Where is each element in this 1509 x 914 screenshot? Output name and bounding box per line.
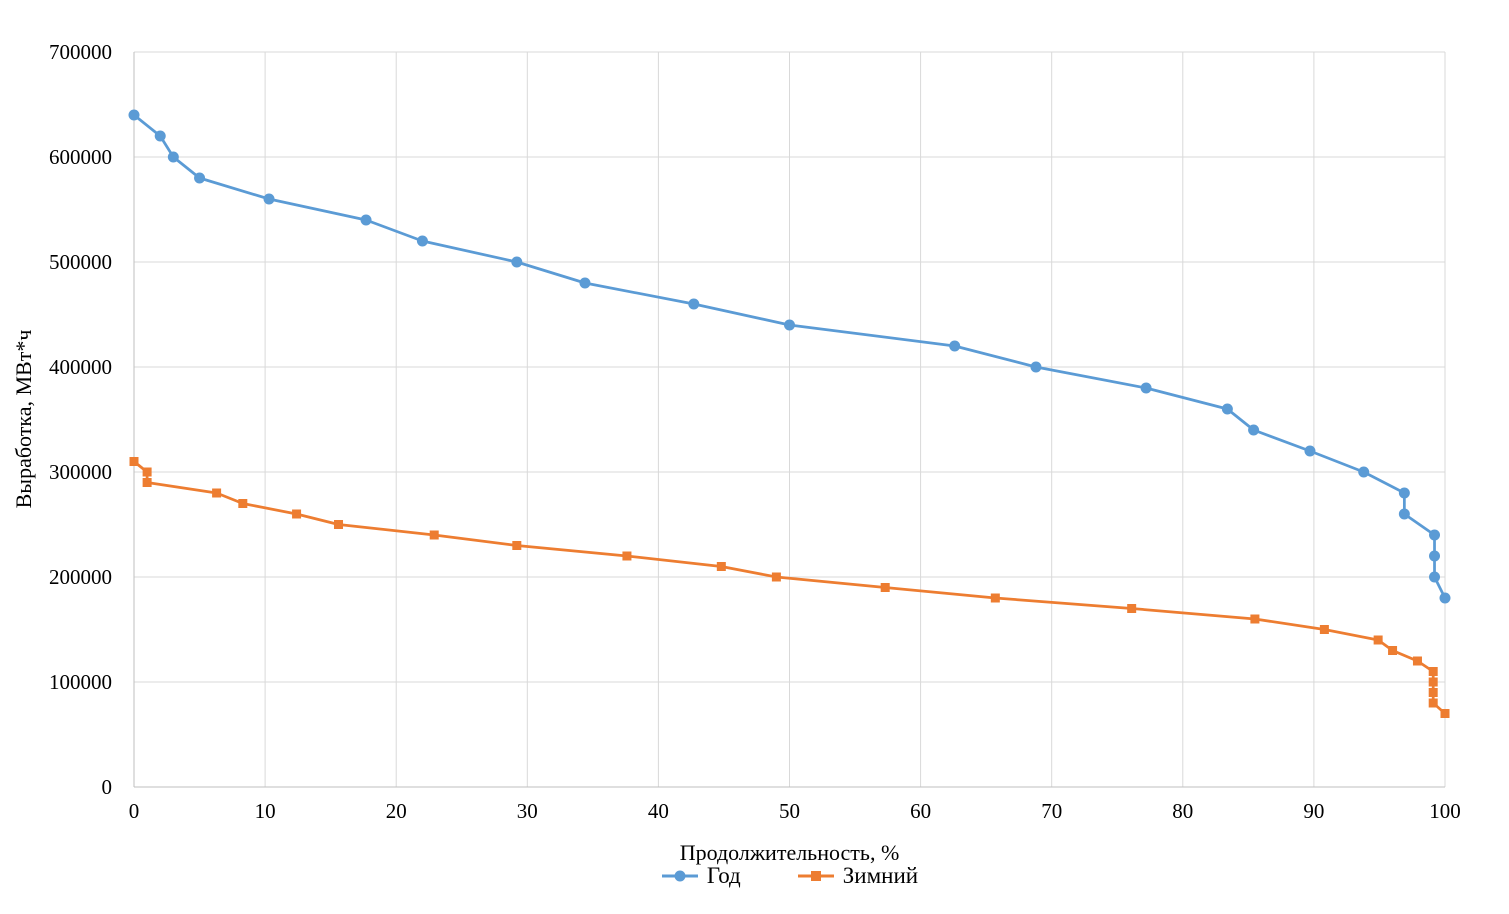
data-point-Зимний (1428, 677, 1438, 687)
data-point-Зимний (622, 551, 632, 561)
data-point-Год (1429, 550, 1441, 562)
y-axis-title: Выработка, МВт*ч (11, 329, 36, 509)
data-point-Год (154, 130, 166, 142)
legend: Год Зимний (134, 864, 1445, 887)
y-tick-label: 100000 (49, 670, 112, 694)
data-point-Год (263, 193, 275, 205)
y-tick-label: 400000 (49, 355, 112, 379)
data-point-Зимний (1319, 625, 1329, 634)
data-point-Год (167, 151, 179, 163)
data-point-Год (1429, 571, 1441, 583)
data-point-Зимний (1428, 667, 1438, 676)
data-point-Зимний (1428, 688, 1438, 697)
data-point-Зимний (292, 509, 302, 519)
y-tick-label: 0 (102, 775, 113, 799)
data-point-Зимний (1440, 709, 1450, 718)
y-tick-label: 600000 (49, 145, 112, 169)
x-tick-label: 20 (386, 799, 407, 823)
data-point-Зимний (1373, 635, 1383, 645)
y-tick-label: 200000 (49, 565, 112, 589)
data-point-Зимний (990, 593, 1000, 603)
x-tick-label: 70 (1041, 799, 1062, 823)
data-point-Зимний (1412, 656, 1422, 666)
data-point-Год (1304, 445, 1316, 457)
data-point-Год (1030, 361, 1042, 373)
data-point-Год (1398, 487, 1410, 499)
data-point-Зимний (1250, 614, 1260, 624)
data-point-Зимний (1428, 698, 1438, 708)
data-point-Зимний (716, 562, 726, 571)
x-tick-label: 0 (129, 799, 140, 823)
data-point-Год (1439, 592, 1451, 604)
x-tick-label: 80 (1172, 799, 1193, 823)
x-tick-label: 40 (648, 799, 669, 823)
data-point-Зимний (512, 541, 522, 550)
data-point-Год (784, 319, 795, 331)
y-tick-label: 700000 (49, 40, 112, 64)
data-point-Год (688, 298, 700, 310)
y-tick-label: 300000 (49, 460, 112, 484)
data-point-Зимний (334, 520, 344, 529)
data-point-Год (194, 172, 206, 184)
data-point-Зимний (880, 583, 890, 592)
data-point-Год (579, 277, 591, 289)
data-point-Зимний (238, 499, 248, 508)
data-point-Год (1248, 424, 1260, 436)
data-point-Зимний (1127, 604, 1137, 613)
y-tick-label: 500000 (49, 250, 112, 274)
data-point-Зимний (142, 478, 152, 487)
legend-item-zimniy[interactable]: Зимний (797, 864, 918, 887)
x-tick-label: 10 (255, 799, 276, 823)
data-point-Зимний (212, 488, 222, 498)
data-point-Год (360, 214, 372, 226)
data-point-Зимний (771, 572, 781, 582)
x-tick-label: 100 (1429, 799, 1461, 823)
x-axis-title: Продолжительность, % (679, 840, 900, 865)
data-point-Зимний (429, 530, 439, 540)
legend-label: Зимний (842, 863, 919, 888)
x-tick-label: 30 (517, 799, 538, 823)
data-point-Зимний (142, 467, 152, 477)
data-point-Год (1429, 529, 1441, 541)
legend-line-square-icon (797, 870, 834, 881)
legend-label: Год (706, 863, 741, 888)
data-point-Зимний (1388, 646, 1398, 655)
data-point-Зимний (129, 457, 139, 466)
data-point-Год (128, 109, 140, 121)
legend-line-circle-icon (661, 870, 698, 881)
data-point-Год (1358, 466, 1370, 478)
data-point-Год (1140, 382, 1152, 394)
legend-item-god[interactable]: Год (661, 864, 741, 887)
x-tick-label: 90 (1303, 799, 1324, 823)
data-point-Год (416, 235, 428, 247)
series-line-Год (132, 113, 1447, 600)
data-point-Год (1398, 508, 1410, 520)
data-point-Год (511, 256, 523, 268)
data-point-Год (1221, 403, 1233, 415)
x-tick-label: 50 (779, 799, 800, 823)
data-point-Год (949, 340, 961, 352)
x-tick-label: 60 (910, 799, 931, 823)
